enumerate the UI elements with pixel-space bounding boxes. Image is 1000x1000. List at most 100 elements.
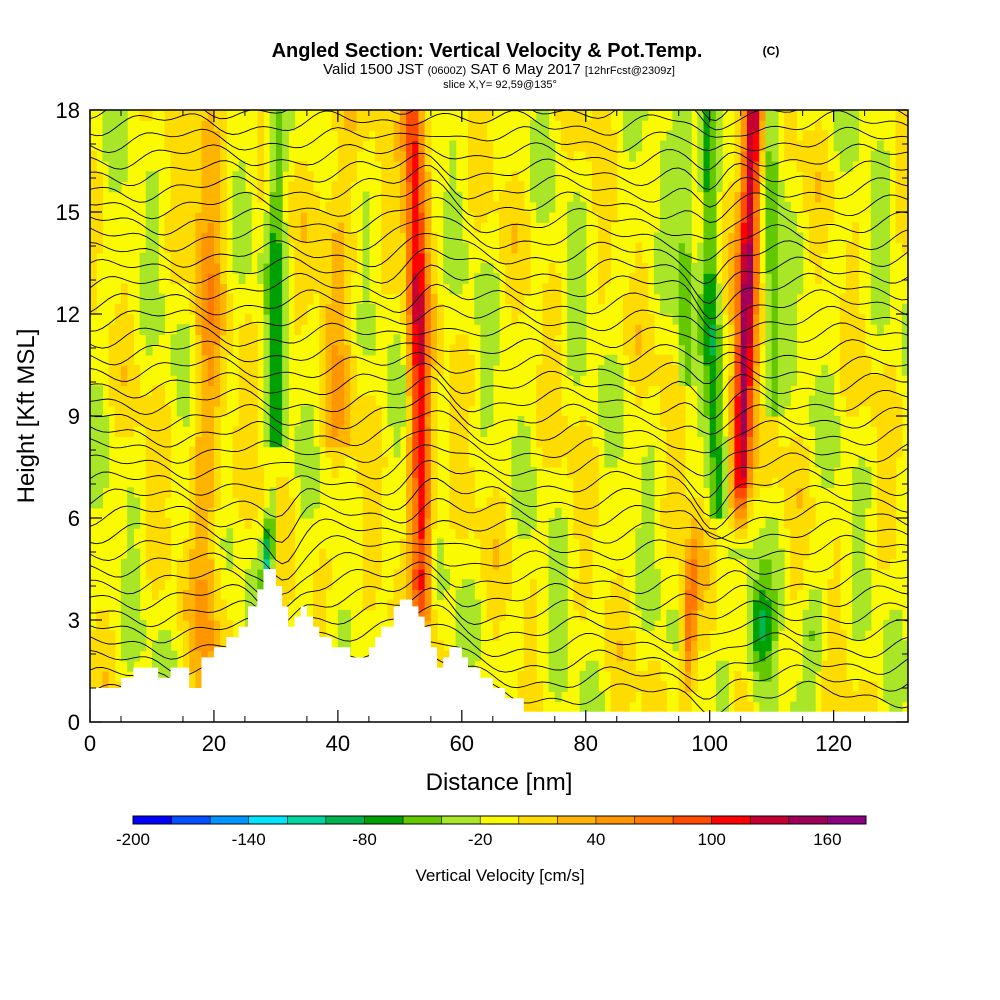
velocity-cell <box>635 303 643 315</box>
velocity-cell <box>684 222 692 233</box>
velocity-cell <box>220 110 227 121</box>
velocity-cell <box>784 273 791 284</box>
velocity-cell <box>418 599 426 611</box>
velocity-cell <box>133 385 141 397</box>
velocity-cell <box>815 456 822 468</box>
velocity-cell <box>362 446 370 458</box>
velocity-cell <box>368 456 376 468</box>
velocity-cell <box>319 314 327 325</box>
velocity-cell <box>461 630 469 641</box>
velocity-cell <box>870 691 878 703</box>
velocity-cell <box>753 120 760 131</box>
velocity-cell <box>567 354 574 366</box>
velocity-cell <box>765 140 773 152</box>
velocity-cell <box>567 222 574 233</box>
velocity-cell <box>387 283 395 295</box>
velocity-cell <box>207 273 215 284</box>
isentrope-line <box>90 375 908 420</box>
velocity-cell <box>833 650 841 662</box>
velocity-cell <box>684 354 692 366</box>
velocity-cell <box>319 354 327 366</box>
velocity-cell <box>182 365 190 376</box>
velocity-cell <box>375 416 382 427</box>
velocity-cell <box>96 630 103 641</box>
velocity-cell <box>120 303 128 315</box>
velocity-cell <box>176 201 184 213</box>
velocity-cell <box>213 416 221 427</box>
velocity-cell <box>449 446 457 458</box>
velocity-cell <box>151 324 159 335</box>
velocity-cell <box>901 650 908 662</box>
velocity-cell <box>777 201 785 213</box>
velocity-cell <box>852 130 860 142</box>
velocity-cell <box>213 263 221 274</box>
velocity-cell <box>703 130 711 142</box>
velocity-cell <box>201 416 209 427</box>
velocity-cell <box>765 538 773 550</box>
velocity-cell <box>139 283 147 295</box>
velocity-cell <box>337 395 345 407</box>
velocity-cell <box>207 344 215 356</box>
velocity-cell <box>461 436 469 448</box>
velocity-cell <box>678 426 686 437</box>
velocity-cell <box>641 344 649 356</box>
velocity-cell <box>257 110 265 121</box>
velocity-cell <box>889 436 897 448</box>
velocity-cell <box>765 609 773 621</box>
velocity-cell <box>201 140 209 152</box>
velocity-cell <box>660 150 667 162</box>
velocity-cell <box>387 609 395 621</box>
velocity-cell <box>870 150 878 162</box>
velocity-cell <box>269 252 277 264</box>
velocity-cell <box>412 528 420 539</box>
velocity-cell <box>691 303 698 315</box>
velocity-cell <box>585 140 593 152</box>
velocity-cell <box>604 609 612 621</box>
colorbar-frame <box>132 815 867 825</box>
velocity-cell <box>703 620 711 631</box>
velocity-cell <box>852 569 860 580</box>
velocity-cell <box>802 548 810 560</box>
velocity-cell <box>771 161 779 172</box>
velocity-cell <box>660 518 667 529</box>
velocity-cell <box>213 161 221 172</box>
velocity-cell <box>455 191 463 203</box>
velocity-cell <box>672 293 680 305</box>
velocity-cell <box>164 671 172 682</box>
velocity-cell <box>90 477 97 488</box>
velocity-cell <box>399 171 407 182</box>
velocity-cell <box>90 150 97 162</box>
velocity-cell <box>684 660 692 672</box>
velocity-cell <box>133 548 141 560</box>
velocity-cell <box>598 365 605 376</box>
velocity-cell <box>598 161 605 172</box>
velocity-cell <box>362 293 370 305</box>
velocity-cell <box>108 150 116 162</box>
velocity-cell <box>207 599 215 611</box>
velocity-cell <box>765 405 773 417</box>
velocity-cell <box>765 426 773 437</box>
velocity-cell <box>734 416 742 427</box>
velocity-cell <box>703 161 711 172</box>
velocity-cell <box>151 640 159 652</box>
velocity-cell <box>616 589 624 601</box>
velocity-cell <box>331 416 339 427</box>
velocity-cell <box>573 120 581 131</box>
velocity-cell <box>560 130 568 142</box>
velocity-cell <box>678 324 686 335</box>
colorbar <box>132 815 867 825</box>
velocity-cell <box>808 660 816 672</box>
velocity-cell <box>499 569 506 580</box>
velocity-cell <box>709 191 717 203</box>
velocity-cell <box>182 609 190 621</box>
velocity-cell <box>424 161 432 172</box>
velocity-cell <box>759 477 767 488</box>
velocity-cell <box>771 365 779 376</box>
velocity-cell <box>765 701 773 713</box>
velocity-cell <box>883 477 891 488</box>
colorbar-tick-label: -200 <box>116 830 150 849</box>
velocity-cell <box>734 212 742 223</box>
velocity-cell <box>672 446 680 458</box>
velocity-cell <box>207 640 215 652</box>
velocity-cell <box>182 354 190 366</box>
